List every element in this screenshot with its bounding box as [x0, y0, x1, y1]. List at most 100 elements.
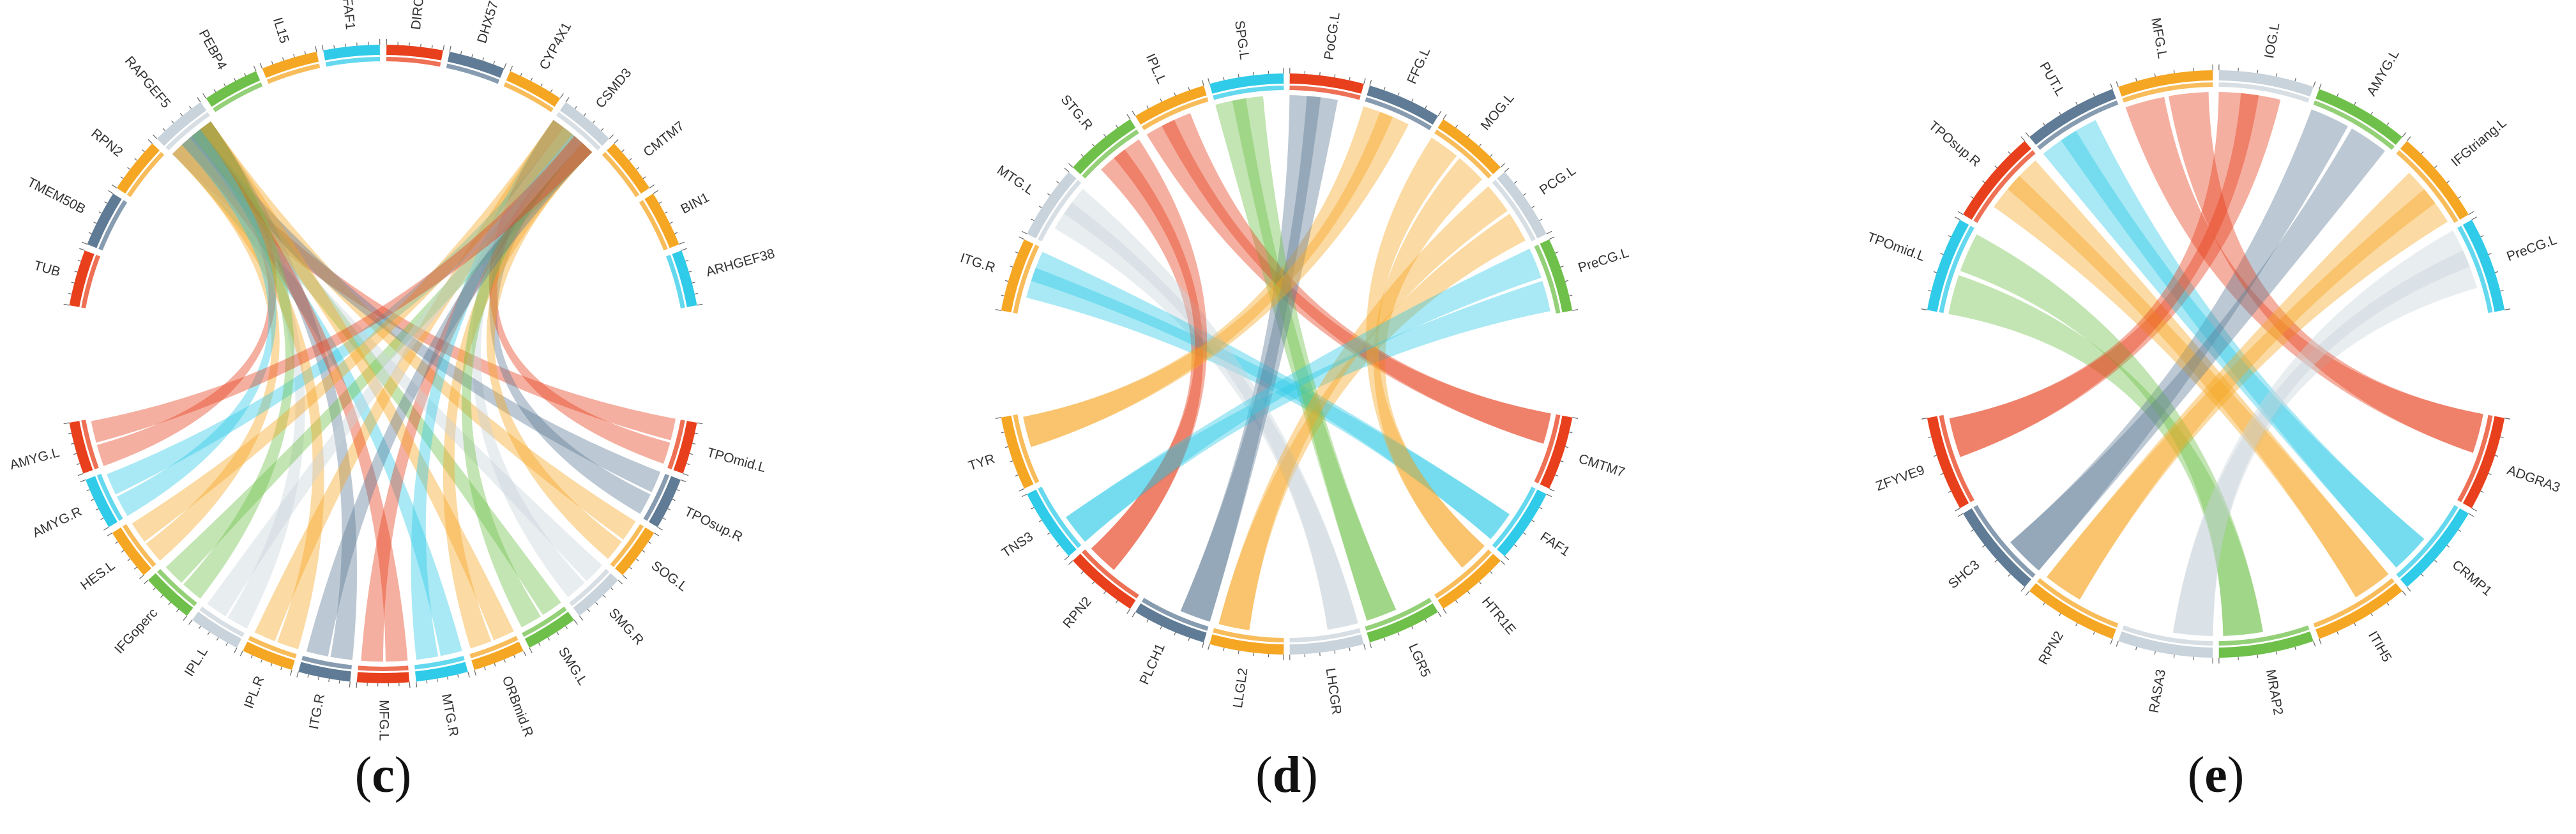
sector-inner-arc-TYR — [1013, 414, 1040, 484]
ribbon-LGR5-SPG.L — [1215, 98, 1397, 621]
sector-label-DHX57: DHX57 — [474, 0, 501, 45]
ribbon-AMYG.L-CSMD3 — [91, 136, 593, 443]
sector-tick — [1569, 432, 1573, 434]
sector-TPOmid.L: TPOmid.L — [667, 420, 768, 476]
ribbon-IFGoperc-RAPGEF5 — [183, 121, 295, 599]
sector-tick — [565, 626, 568, 629]
sector-arc-FAF1 — [1497, 489, 1547, 556]
sector-tick — [2504, 418, 2511, 420]
sector-arc-PEBP4 — [206, 71, 261, 107]
sector-tick — [1539, 506, 1543, 510]
sector-tick — [1080, 571, 1084, 574]
sector-inner-arc-PoCG.L — [1289, 86, 1361, 100]
ribbon-RPN2-STG.R — [1091, 149, 1204, 570]
sector-HTR1E: HTR1E — [1434, 549, 1519, 637]
sector-tick — [1015, 474, 1019, 477]
sector-tick — [2116, 641, 2119, 647]
sector-inner-arc-MTG.R — [414, 655, 465, 670]
sector-tick — [1981, 545, 1985, 548]
ribbon-ADGRA3-MFG.L — [2125, 96, 2483, 453]
sector-tick — [653, 190, 658, 194]
sector-inner-arc-IPL.R — [248, 635, 297, 658]
sector-arc-ADGRA3 — [2462, 416, 2505, 508]
sector-inner-arc-AMYG.R — [96, 473, 123, 521]
sector-tick — [493, 61, 496, 64]
sector-tick — [100, 517, 104, 520]
ribbon-AMYG.L-RAPGEF5 — [96, 121, 277, 466]
sector-inner-arc-SOG.L — [610, 524, 644, 568]
sector-tick — [2458, 529, 2462, 532]
sector-tick — [2337, 93, 2339, 97]
sector-tick — [1369, 642, 1372, 648]
ribbon-TPOmid.L-RAPGEF5 — [172, 137, 676, 441]
sector-label-IPL.R: IPL.R — [241, 674, 268, 710]
sector-tick — [1490, 154, 1493, 157]
sector-arc-PreCG.L — [2462, 220, 2505, 312]
sector-tick — [1940, 473, 1944, 475]
ribbon-MRAP2-TPOmid.L — [1948, 275, 2263, 636]
sector-tick — [1091, 143, 1095, 147]
sector-tick — [199, 626, 201, 629]
sector-label-SMG.L: SMG.L — [556, 644, 590, 688]
sector-label-RAPGEF5: RAPGEF5 — [122, 54, 174, 111]
ribbon-TYR-FFG.L — [1023, 112, 1409, 448]
sector-tick — [74, 270, 78, 273]
sector-arc-SHC3 — [1963, 508, 2032, 588]
sector-tick — [270, 663, 273, 667]
sector-inner-arc-FAF1 — [325, 57, 381, 67]
sector-tick — [2257, 70, 2259, 73]
sector-arc-TPOsup.R — [1963, 140, 2032, 220]
sector-tick — [120, 176, 124, 179]
sector-inner-arc-ZFYVE9 — [1939, 414, 1974, 503]
sector-arc-FFG.L — [1367, 85, 1439, 125]
sector-tick — [2434, 559, 2437, 563]
sector-tick — [2294, 646, 2296, 650]
sector-label-SOG.L: SOG.L — [649, 558, 690, 595]
sector-tick — [520, 72, 522, 76]
sector-tick — [482, 57, 485, 61]
sector-label-TPOmid.L: TPOmid.L — [1865, 230, 1927, 264]
sector-tick — [197, 97, 201, 103]
sector-tick — [692, 282, 695, 284]
ribbon-LHCGR-MTG.L — [1054, 202, 1358, 630]
sector-tick — [2458, 196, 2462, 199]
sector-tick — [1549, 236, 1555, 240]
sector-tick — [1091, 581, 1095, 585]
sector-tick — [2354, 623, 2356, 626]
sector-tick — [1115, 125, 1118, 128]
sector-tick — [176, 609, 179, 612]
ribbon-LLGL2-PCG.L — [1218, 186, 1508, 630]
sector-arc-IFGtriang.L — [2400, 140, 2469, 220]
ribbon-ITG.R-RAPGEF5 — [192, 121, 358, 660]
sector-tick — [529, 648, 533, 653]
sector-tick — [409, 682, 411, 688]
ribbon-MFG.L-RAPGEF5 — [181, 129, 408, 662]
sector-tick — [1514, 181, 1517, 184]
sector-tick — [1001, 432, 1004, 434]
sector-inner-arc-CMTM7 — [1534, 414, 1561, 484]
sector-IPL.L: IPL.L — [1132, 52, 1209, 130]
sector-SPG.L: SPG.L — [1208, 20, 1284, 100]
sector-tick — [471, 54, 473, 57]
sector-inner-arc-TPOsup.R — [643, 473, 670, 521]
sector-inner-arc-HES.L — [122, 524, 156, 568]
sector-tick — [1238, 74, 1239, 78]
sector-tick — [345, 43, 346, 47]
sector-tick — [162, 128, 166, 132]
sector-tick — [667, 508, 671, 511]
ribbon-CRMP1-PUT.L — [2061, 119, 2425, 568]
sector-tick — [1546, 231, 1552, 234]
sector-tick — [1132, 612, 1136, 618]
ribbon-ITIH5-TPOsup.R — [2007, 160, 2389, 598]
sector-inner-arc-STG.R — [1082, 129, 1139, 179]
sector-tick — [504, 659, 506, 663]
sector-PoCG.L: PoCG.L — [1289, 11, 1366, 100]
sector-CMTM7: CMTM7 — [602, 119, 687, 197]
sector-tick — [2421, 151, 2424, 155]
sector-tick — [649, 184, 655, 188]
sector-tick — [153, 587, 156, 591]
sector-tick — [642, 550, 646, 553]
sector-tick — [115, 541, 118, 544]
sector-tick — [1132, 110, 1136, 116]
sector-tick — [1546, 494, 1552, 497]
